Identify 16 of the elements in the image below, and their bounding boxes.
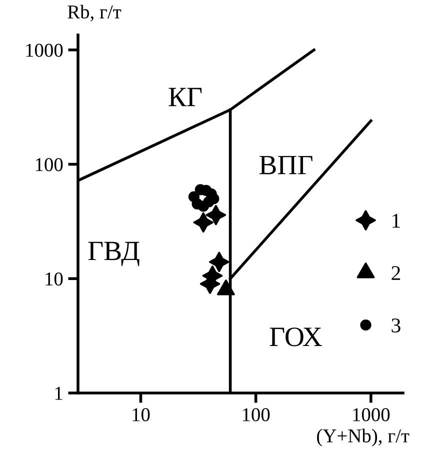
y-tick-label: 10 bbox=[46, 272, 63, 286]
y-tick-label: 1000 bbox=[26, 44, 63, 57]
x-tick-label: 1000 bbox=[353, 408, 390, 422]
annotation: ГВД bbox=[88, 242, 140, 266]
y-tick-label: 100 bbox=[36, 158, 63, 172]
x-tick-label: 10 bbox=[132, 408, 150, 422]
y-axis-title: Rb, г/т bbox=[68, 4, 122, 22]
annotation: КГ bbox=[168, 88, 202, 106]
x-tick-label: 100 bbox=[242, 408, 270, 422]
legend-label: 2 bbox=[392, 266, 400, 280]
annotation: ГОХ bbox=[270, 328, 322, 346]
legend-label: 1 bbox=[392, 214, 400, 228]
x-axis-title: (Y+Nb), г/т bbox=[317, 428, 410, 446]
legend-label: 3 bbox=[392, 318, 400, 332]
y-tick-label: 1 bbox=[55, 386, 62, 400]
annotation: ВПГ bbox=[259, 156, 312, 174]
